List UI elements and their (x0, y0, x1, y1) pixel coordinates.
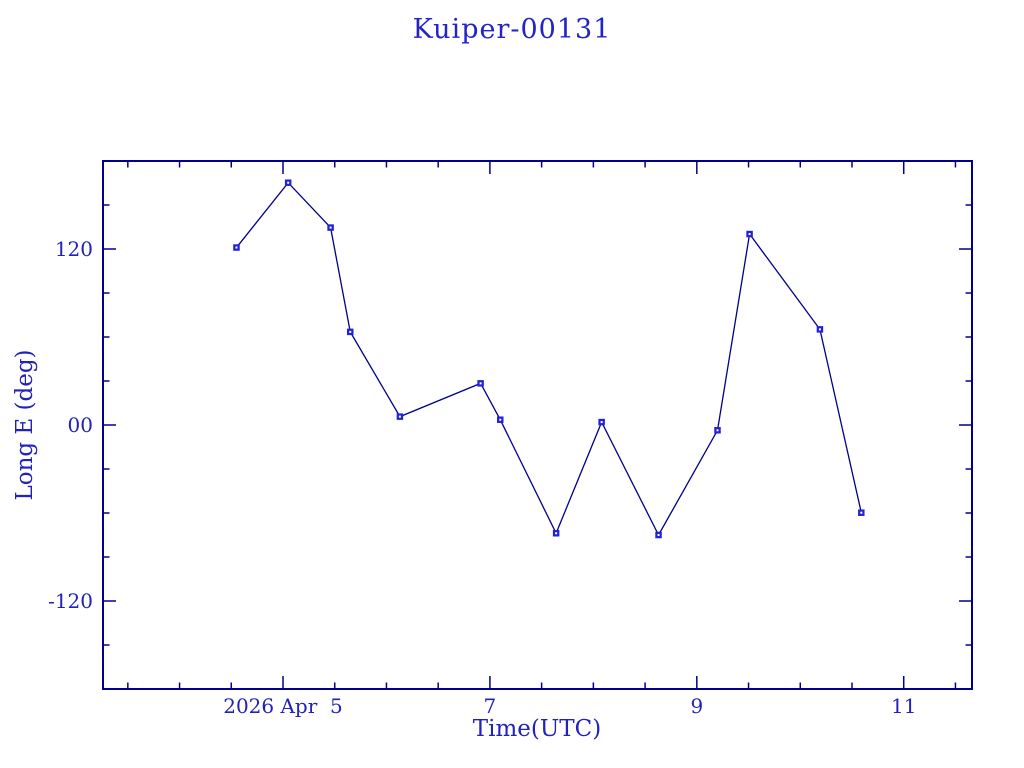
data-point-center-dot (818, 328, 821, 331)
x-tick-label: 2026 Apr 5 (223, 694, 343, 718)
x-tick-label: 7 (484, 694, 497, 718)
data-point-center-dot (398, 415, 401, 418)
x-tick-label: 11 (891, 694, 916, 718)
x-axis-title: Time(UTC) (472, 716, 602, 742)
y-tick-label: 120 (55, 237, 93, 261)
data-point-center-dot (555, 532, 558, 535)
x-tick-label: 9 (690, 694, 703, 718)
data-point-center-dot (600, 421, 603, 424)
data-point-center-dot (748, 233, 751, 236)
data-point-center-dot (657, 534, 660, 536)
data-point-center-dot (329, 226, 332, 229)
data-point-center-dot (716, 429, 719, 432)
data-point-center-dot (479, 382, 482, 385)
y-axis-title: Long E (deg) (12, 349, 38, 501)
data-point-center-dot (499, 418, 502, 421)
y-tick-label: -120 (48, 589, 93, 613)
y-tick-label: 00 (68, 413, 93, 437)
data-point-center-dot (287, 181, 290, 184)
data-point-center-dot (349, 330, 352, 333)
data-point-center-dot (860, 511, 863, 514)
data-line (235, 181, 862, 537)
data-point-center-dot (235, 246, 238, 249)
chart-title: Kuiper-00131 (412, 14, 612, 45)
